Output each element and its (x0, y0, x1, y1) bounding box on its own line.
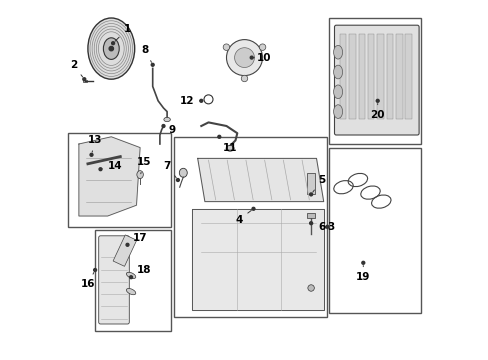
Text: 8: 8 (142, 45, 151, 62)
Circle shape (361, 261, 364, 264)
Ellipse shape (226, 40, 262, 76)
FancyBboxPatch shape (99, 236, 129, 324)
Bar (82, 80, 87, 82)
Ellipse shape (126, 272, 136, 279)
Circle shape (82, 78, 85, 81)
Ellipse shape (225, 145, 234, 151)
Text: 14: 14 (101, 161, 122, 171)
Text: 16: 16 (81, 273, 95, 289)
Bar (405, 34, 411, 119)
Bar (306, 213, 314, 218)
Circle shape (111, 42, 114, 45)
Text: 1: 1 (115, 24, 131, 41)
Ellipse shape (103, 38, 119, 59)
Circle shape (139, 175, 141, 178)
Circle shape (151, 63, 154, 66)
Bar (386, 34, 392, 119)
Bar (395, 34, 402, 119)
Ellipse shape (179, 168, 187, 177)
Bar (306, 173, 315, 194)
Circle shape (375, 99, 378, 102)
Circle shape (162, 125, 164, 127)
Ellipse shape (234, 48, 254, 68)
Polygon shape (79, 137, 140, 216)
Text: 6: 6 (310, 222, 325, 232)
Circle shape (94, 269, 96, 271)
Polygon shape (192, 209, 323, 310)
Bar (328, 148, 420, 313)
Bar (174, 137, 326, 317)
Ellipse shape (163, 117, 170, 122)
Bar (113, 235, 137, 266)
Ellipse shape (333, 105, 342, 118)
Text: 9: 9 (163, 125, 176, 135)
Circle shape (109, 46, 113, 51)
Ellipse shape (88, 18, 134, 79)
Bar (339, 34, 346, 119)
Bar (68, 133, 170, 227)
Text: 13: 13 (88, 135, 102, 152)
Bar (348, 34, 355, 119)
Text: 12: 12 (179, 96, 201, 106)
Ellipse shape (241, 75, 247, 82)
Circle shape (90, 153, 93, 156)
Ellipse shape (259, 44, 265, 50)
Text: 5: 5 (312, 175, 325, 192)
Bar (377, 34, 383, 119)
Circle shape (309, 193, 312, 196)
Ellipse shape (307, 285, 314, 291)
Circle shape (99, 168, 102, 171)
Circle shape (251, 207, 254, 210)
Circle shape (129, 276, 132, 279)
Text: 17: 17 (127, 233, 147, 245)
Text: 4: 4 (235, 211, 251, 225)
Circle shape (218, 135, 220, 138)
Text: 19: 19 (355, 266, 370, 282)
Text: 2: 2 (70, 60, 82, 77)
Circle shape (176, 179, 179, 181)
Bar (95, 230, 170, 331)
Polygon shape (197, 158, 323, 202)
Text: 7: 7 (163, 161, 176, 178)
Circle shape (126, 243, 129, 246)
Text: 11: 11 (219, 137, 237, 153)
Bar (358, 34, 365, 119)
Ellipse shape (333, 85, 342, 99)
Circle shape (325, 225, 328, 228)
Text: 18: 18 (131, 265, 151, 277)
Ellipse shape (223, 44, 229, 50)
Text: 10: 10 (251, 53, 271, 63)
Text: 20: 20 (370, 104, 384, 120)
Text: 3: 3 (326, 222, 334, 232)
Ellipse shape (333, 45, 342, 59)
Bar (367, 34, 374, 119)
FancyBboxPatch shape (334, 25, 418, 135)
Circle shape (250, 56, 253, 59)
Ellipse shape (333, 65, 342, 79)
Circle shape (200, 99, 203, 102)
Circle shape (309, 222, 312, 225)
Ellipse shape (126, 288, 136, 295)
Text: 15: 15 (136, 157, 151, 174)
Ellipse shape (137, 171, 143, 179)
Bar (328, 18, 420, 144)
